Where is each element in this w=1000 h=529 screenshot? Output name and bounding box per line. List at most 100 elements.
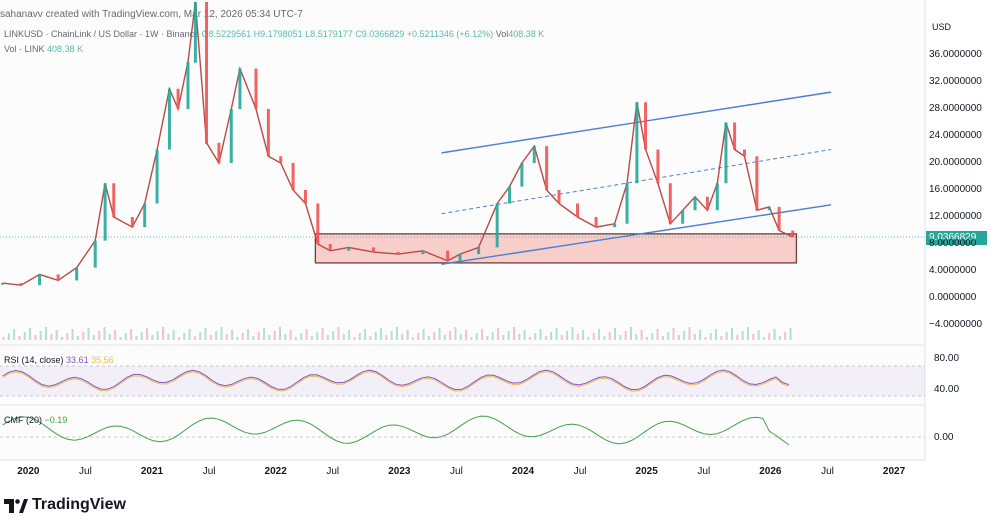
- price-candle: [755, 156, 759, 211]
- volume-bar: [177, 337, 180, 340]
- volume-bar: [470, 337, 473, 340]
- price-candle: [56, 274, 60, 281]
- volume-bar: [114, 330, 117, 340]
- volume-bar: [773, 329, 776, 340]
- volume-bar: [385, 335, 388, 340]
- price-candle: [693, 196, 697, 211]
- volume-bar: [629, 327, 632, 340]
- volume-bar: [146, 328, 149, 340]
- volume-bar: [76, 336, 79, 340]
- volume-bar: [156, 331, 159, 340]
- price-candle: [316, 203, 320, 244]
- price-candle: [705, 196, 709, 211]
- volume-bar: [300, 333, 303, 340]
- volume-bar: [709, 333, 712, 340]
- volume-bar: [305, 329, 308, 340]
- volume-bar: [209, 335, 212, 340]
- price-candle: [594, 217, 598, 228]
- y-tick-label: 36.0000000: [929, 49, 982, 60]
- x-tick-label: 2027: [882, 466, 906, 477]
- volume-bar: [124, 333, 127, 340]
- volume-bar: [34, 335, 37, 340]
- volume-bar: [688, 327, 691, 340]
- volume-bar: [119, 337, 122, 340]
- volume-bar: [316, 332, 319, 340]
- volume-bar: [279, 327, 281, 340]
- price-candle: [266, 109, 270, 157]
- volume-bar: [762, 337, 765, 340]
- rsi-tick-80: 80.00: [934, 353, 960, 364]
- price-candle: [155, 149, 159, 204]
- x-tick-label: 2020: [17, 466, 40, 477]
- volume-bar: [183, 333, 186, 340]
- chart-attribution: sahanavv created with TradingView.com, M…: [0, 9, 303, 20]
- volume-bar: [225, 334, 228, 340]
- x-tick-label: 2021: [140, 466, 164, 477]
- volume-bar: [2, 337, 5, 340]
- volume-bar: [45, 327, 48, 340]
- y-tick-label: 0.0000000: [929, 292, 977, 303]
- x-tick-label: Jul: [697, 466, 711, 477]
- price-candle: [681, 210, 685, 224]
- volume-bar: [289, 330, 292, 340]
- volume-bar: [411, 337, 414, 340]
- volume-bar: [720, 336, 723, 340]
- volume-bar: [151, 335, 154, 340]
- price-candle: [613, 223, 617, 228]
- volume-bar: [23, 332, 26, 340]
- volume-bar: [310, 336, 313, 340]
- volume-bar: [348, 330, 351, 340]
- volume-bar: [390, 331, 393, 340]
- volume-bar: [715, 329, 718, 340]
- volume-bar: [380, 328, 383, 340]
- price-candle: [38, 274, 42, 286]
- price-candle: [112, 183, 116, 217]
- y-tick-label: 32.0000000: [929, 76, 982, 87]
- vol-label-inline: Vol: [495, 29, 509, 39]
- price-candle: [477, 247, 481, 255]
- price-candle: [130, 217, 134, 228]
- price-candle: [205, 2, 209, 144]
- volume-bar: [60, 337, 63, 340]
- volume-bar: [268, 335, 271, 340]
- volume-bar: [92, 335, 95, 340]
- symbol-title: LINKUSD · ChainLink / US Dollar · 1W · B…: [4, 29, 200, 39]
- volume-bar: [497, 328, 500, 340]
- volume-bar: [587, 337, 590, 340]
- volume-bar: [140, 332, 143, 340]
- x-tick-label: 2024: [511, 466, 535, 477]
- x-tick-label: 2022: [264, 466, 287, 477]
- price-candle: [93, 240, 97, 268]
- volume-bar: [273, 331, 276, 340]
- volume-bar: [284, 334, 287, 340]
- price-candle: [458, 254, 462, 261]
- rsi-value: 33.61: [66, 355, 89, 365]
- volume-bar: [757, 330, 760, 340]
- price-candle: [715, 183, 719, 211]
- volume-bar: [518, 334, 521, 340]
- volume-bar: [188, 329, 191, 340]
- price-candle: [347, 247, 351, 251]
- volume-bar: [193, 336, 196, 340]
- price-candle: [767, 206, 771, 211]
- volume-bar: [571, 327, 574, 340]
- price-candle: [103, 183, 107, 241]
- x-tick-label: Jul: [326, 466, 340, 477]
- ohlc-values: O8.5229561 H9.1798051 L8.5179177 C9.0366…: [201, 29, 494, 39]
- volume-bar: [481, 329, 484, 340]
- y-tick-label: 4.0000000: [929, 265, 977, 276]
- y-tick-label: 24.0000000: [929, 130, 982, 141]
- x-tick-label: Jul: [450, 466, 463, 477]
- price-series-line: [2, 1, 794, 286]
- volume-bar: [693, 334, 696, 340]
- volume-bar: [768, 333, 771, 340]
- volume-bar: [475, 333, 478, 340]
- cmf-tick-0: 0.00: [934, 432, 954, 443]
- y-tick-label: 12.0000000: [929, 211, 982, 222]
- rsi-label: RSI (14, close): [4, 355, 64, 365]
- price-candle: [733, 122, 737, 150]
- price-candle: [625, 183, 629, 224]
- volume-bar: [326, 335, 329, 340]
- price-candle: [291, 163, 295, 190]
